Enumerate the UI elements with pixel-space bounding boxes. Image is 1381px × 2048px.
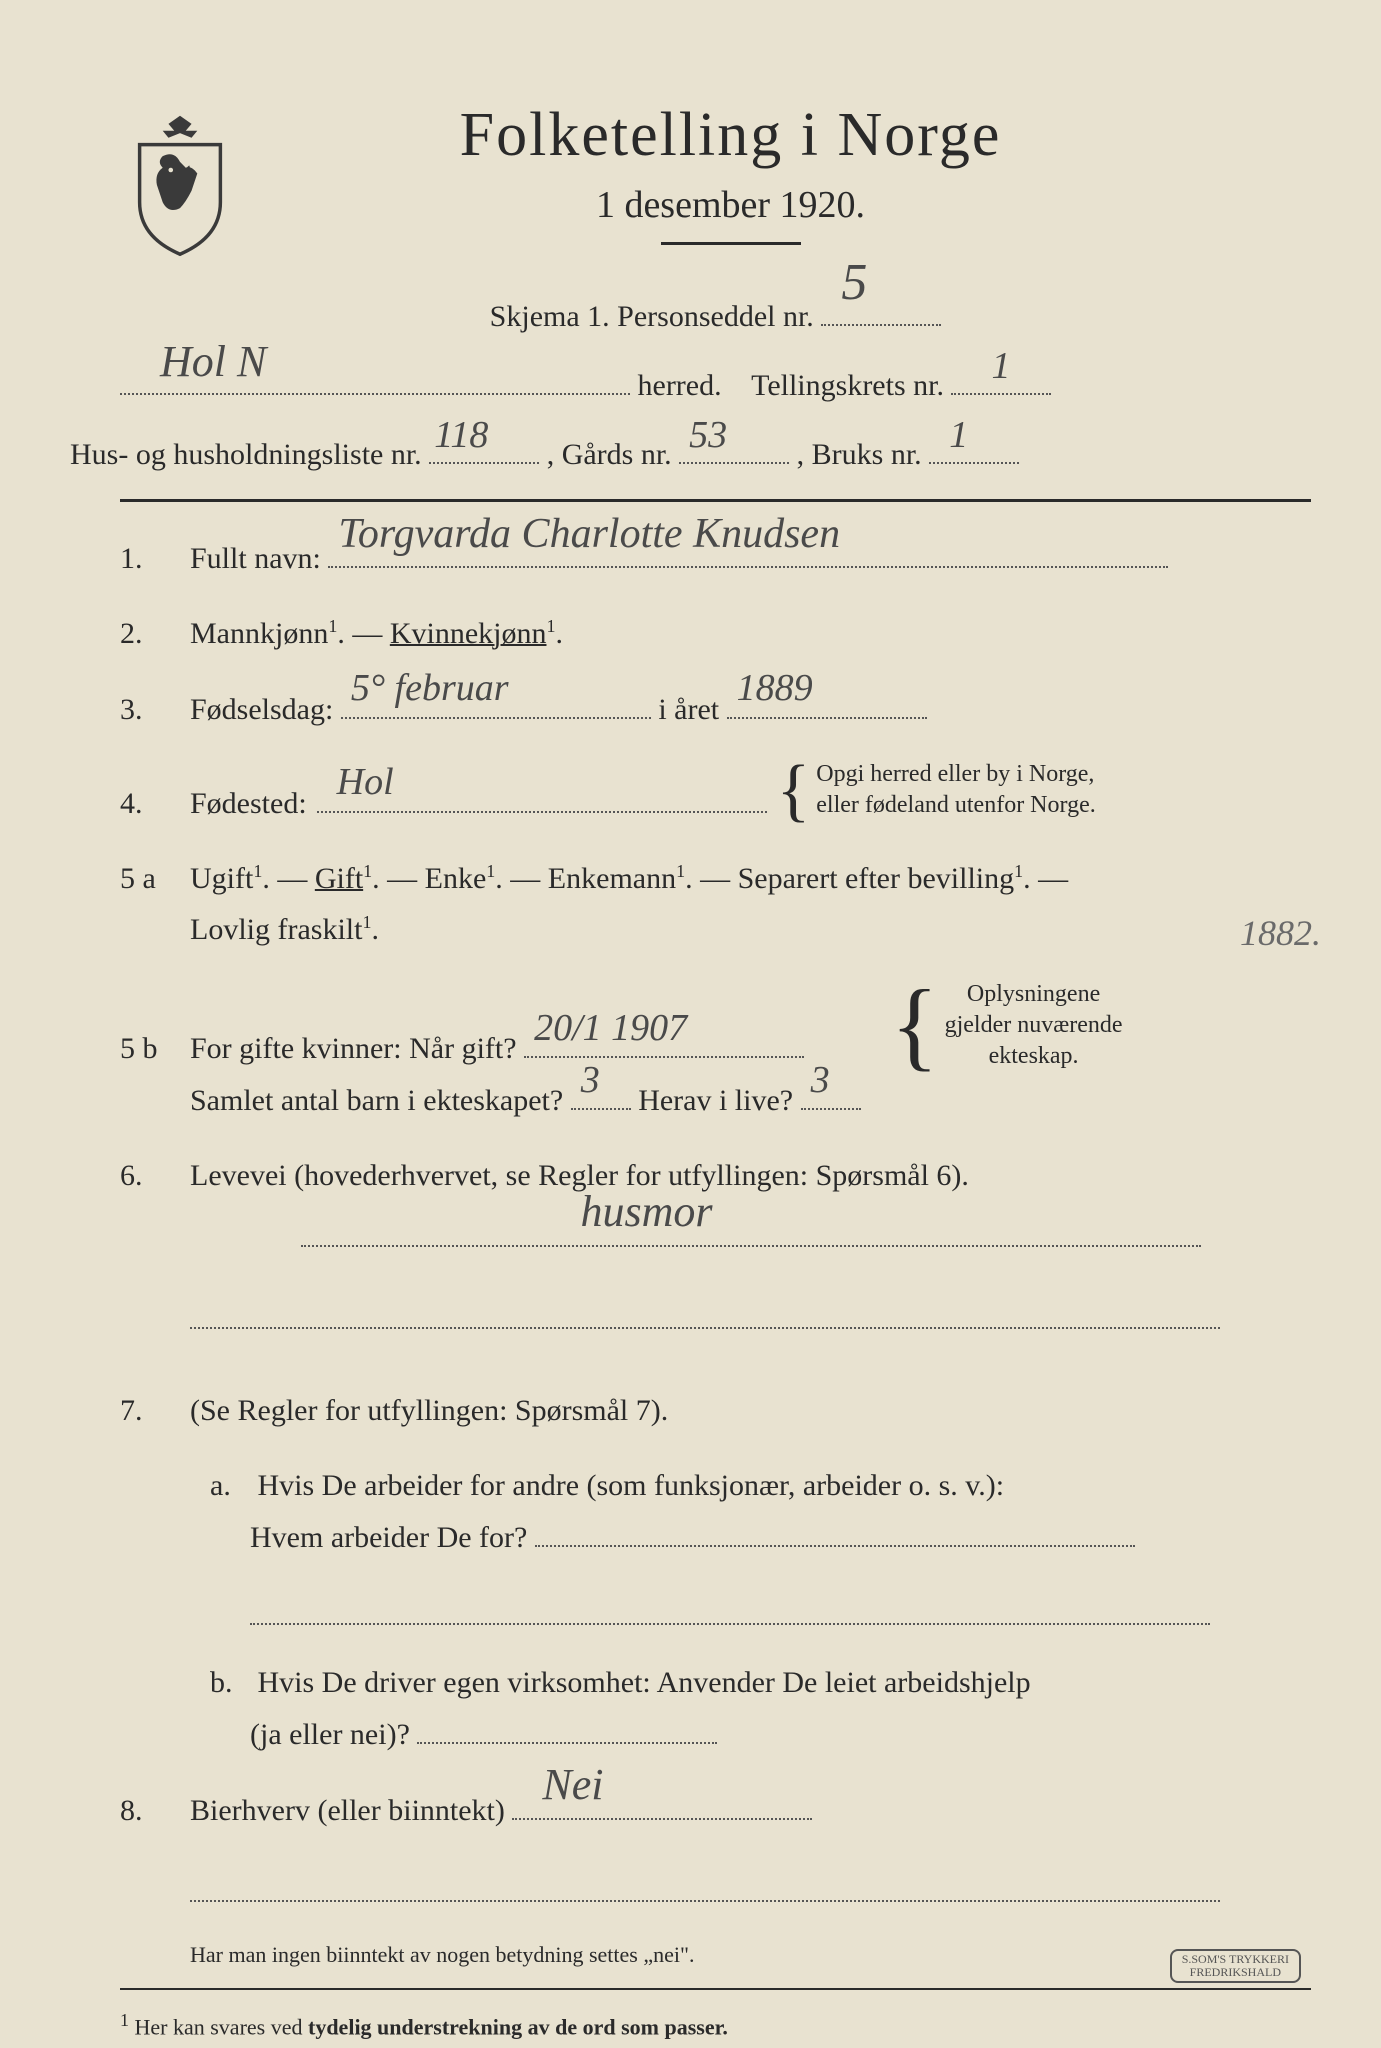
husliste-label: Hus- og husholdningsliste nr.	[70, 438, 422, 471]
q5a: 5 a Ugift1. — Gift1. — Enke1. — Enkemann…	[120, 853, 1311, 955]
q7-text: (Se Regler for utfyllingen: Spørsmål 7).	[190, 1394, 668, 1427]
gards-label: , Gårds nr.	[547, 438, 672, 471]
q5b-note3: ekteskap.	[989, 1043, 1079, 1069]
q5b: 5 b For gifte kvinner: Når gift? 20/1 19…	[120, 979, 1311, 1127]
q5b-barn: 3	[581, 1048, 600, 1113]
title-block: Folketelling i Norge 1 desember 1920.	[270, 100, 1311, 245]
q7b-text2: (ja eller nei)?	[250, 1718, 410, 1751]
footnote-rule	[120, 1988, 1311, 1990]
q2-num: 2.	[120, 608, 170, 659]
q7a-text: Hvis De arbeider for andre (som funksjon…	[258, 1469, 1005, 1502]
skjema-line: Skjema 1. Personseddel nr. 5	[120, 290, 1311, 341]
q5b-gift: 20/1 1907	[534, 996, 687, 1061]
main-title: Folketelling i Norge	[270, 100, 1191, 171]
q5b-num: 5 b	[120, 1023, 170, 1074]
q6-text: Levevei (hovederhvervet, se Regler for u…	[190, 1159, 969, 1192]
coat-of-arms-icon	[120, 110, 240, 260]
q3-mid: i året	[658, 693, 719, 726]
biinntekt-note: Har man ingen biinntekt av nogen betydni…	[190, 1942, 1311, 1968]
herred-line: Hol N herred. Tellingskrets nr. 1	[120, 359, 1311, 410]
q7-num: 7.	[120, 1385, 170, 1436]
q8-value: Nei	[542, 1748, 603, 1823]
q3-year: 1889	[737, 656, 813, 721]
q6-value: husmor	[581, 1175, 713, 1250]
q5b-note-bracket: { Oplysningene gjelder nuværende ekteska…	[891, 979, 1123, 1073]
q5a-body: Ugift1. — Gift1. — Enke1. — Enkemann1. —…	[190, 853, 1311, 955]
q4: 4. Fødested: Hol { Opgi herred eller by …	[120, 759, 1311, 829]
q7a-letter: a.	[210, 1460, 250, 1511]
q4-value: Hol	[337, 750, 394, 815]
q7b-letter: b.	[210, 1657, 250, 1708]
q7b: b. Hvis De driver egen virksomhet: Anven…	[210, 1657, 1311, 1760]
herred-label: herred.	[638, 369, 722, 402]
bruks-label: , Bruks nr.	[797, 438, 922, 471]
title-rule	[661, 242, 801, 245]
gards-nr: 53	[689, 405, 727, 466]
q5b-barn-label: Samlet antal barn i ekteskapet?	[190, 1084, 563, 1117]
tellingskrets-label: Tellingskrets nr.	[751, 369, 944, 402]
q7a: a. Hvis De arbeider for andre (som funks…	[210, 1460, 1311, 1641]
q6: 6. Levevei (hovederhvervet, se Regler fo…	[120, 1150, 1311, 1345]
q5b-note2: gjelder nuværende	[945, 1012, 1123, 1038]
q5b-label: For gifte kvinner: Når gift?	[190, 1032, 517, 1065]
q6-num: 6.	[120, 1150, 170, 1201]
q1-num: 1.	[120, 533, 170, 584]
personseddel-nr: 5	[841, 241, 867, 324]
husliste-line: Hus- og husholdningsliste nr. 118 , Gård…	[70, 428, 1311, 479]
q3-num: 3.	[120, 684, 170, 735]
q1-value: Torgvarda Charlotte Knudsen	[338, 499, 840, 570]
q1-label: Fullt navn:	[190, 542, 321, 575]
q4-note2: eller fødeland utenfor Norge.	[816, 792, 1095, 818]
q4-label: Fødested:	[190, 778, 307, 829]
bruks-nr: 1	[949, 405, 968, 466]
tellingskrets-nr: 1	[991, 336, 1010, 397]
q4-note-bracket: { Opgi herred eller by i Norge, eller fø…	[777, 759, 1096, 821]
q4-num: 4.	[120, 778, 170, 829]
q8: 8. Bierhverv (eller biinntekt) Nei	[120, 1784, 1311, 1918]
q8-label: Bierhverv (eller biinntekt)	[190, 1794, 505, 1827]
stamp-line1: S.SOM'S TRYKKERI	[1182, 1953, 1289, 1966]
q3: 3. Fødselsdag: 5° februar i året 1889	[120, 683, 1311, 735]
q7: 7. (Se Regler for utfyllingen: Spørsmål …	[120, 1385, 1311, 1436]
q3-label: Fødselsdag:	[190, 693, 333, 726]
q2-selected: Kvinnekjønn	[390, 617, 547, 650]
census-form-page: Folketelling i Norge 1 desember 1920. Sk…	[0, 0, 1381, 2048]
q5b-note1: Oplysningene	[967, 981, 1100, 1007]
stamp-line2: FREDRIKSHALD	[1182, 1966, 1289, 1979]
q2-body: Mannkjønn1. — Kvinnekjønn1.	[190, 608, 1311, 659]
skjema-label: Skjema 1. Personseddel nr.	[490, 300, 814, 333]
q7b-text: Hvis De driver egen virksomhet: Anvender…	[258, 1666, 1031, 1699]
q5a-margin-note: 1882.	[1240, 903, 1321, 964]
q5a-num: 5 a	[120, 853, 170, 904]
herred-value: Hol N	[160, 327, 266, 397]
footnote: 1 Her kan svares ved tydelig understrekn…	[120, 2010, 1311, 2040]
q7a-text2: Hvem arbeider De for?	[250, 1521, 527, 1554]
q5b-herav: 3	[811, 1048, 830, 1113]
header: Folketelling i Norge 1 desember 1920.	[120, 100, 1311, 260]
q3-day: 5° februar	[351, 656, 509, 721]
q1: 1. Fullt navn: Torgvarda Charlotte Knuds…	[120, 532, 1311, 584]
husliste-nr: 118	[434, 405, 488, 466]
q4-note1: Opgi herred eller by i Norge,	[816, 761, 1094, 787]
q5a-selected: Gift	[315, 862, 363, 895]
subtitle: 1 desember 1920.	[270, 183, 1191, 227]
q2: 2. Mannkjønn1. — Kvinnekjønn1.	[120, 608, 1311, 659]
printer-stamp: S.SOM'S TRYKKERI FREDRIKSHALD	[1170, 1949, 1301, 1983]
q5b-herav-label: Herav i live?	[638, 1084, 793, 1117]
q8-num: 8.	[120, 1785, 170, 1836]
